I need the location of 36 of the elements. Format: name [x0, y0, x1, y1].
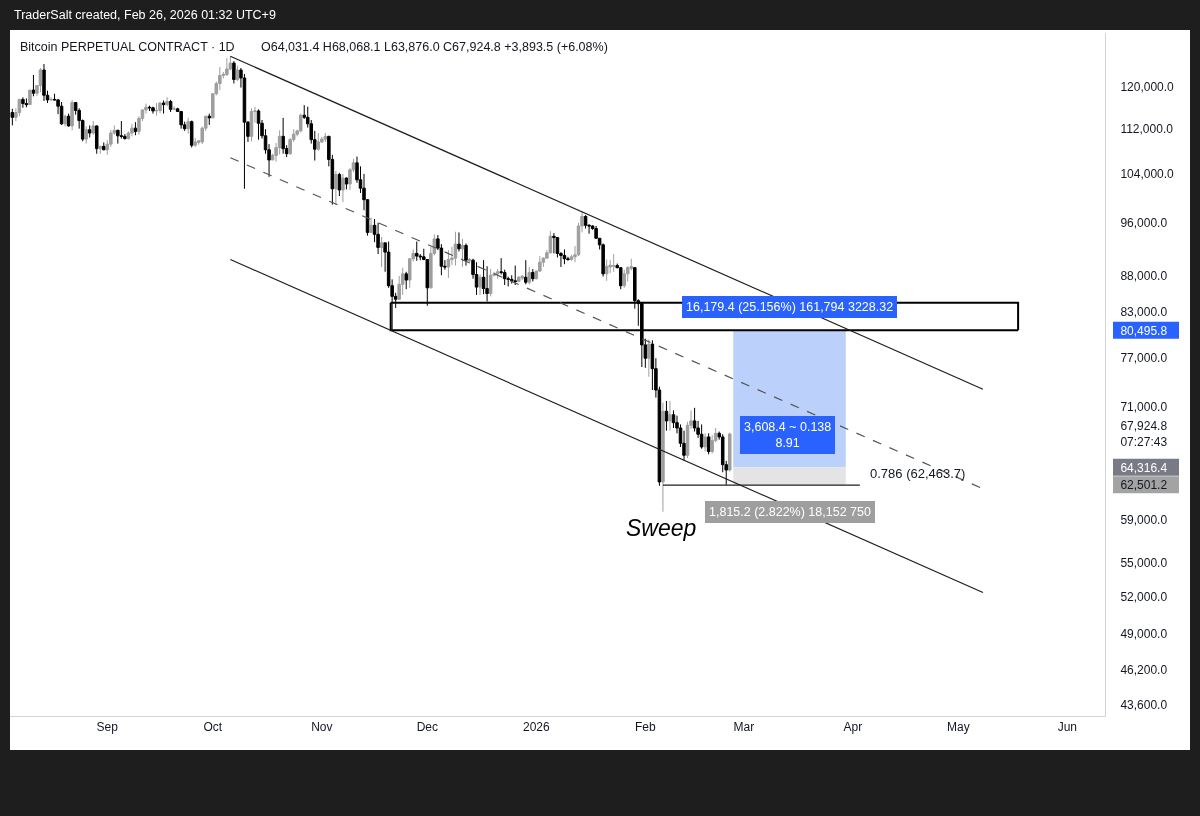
annotation: Sweep	[626, 515, 697, 541]
y-tick-label: 67,924.8 07:27:43	[1120, 419, 1168, 450]
x-tick-label: Jun	[1057, 720, 1078, 735]
y-tick-label: 64,316.4	[1120, 460, 1168, 475]
y-tick-label: 46,200.0	[1120, 662, 1168, 677]
y-tick-label: 104,000.0	[1120, 167, 1175, 182]
text: O64,031.4 H68,068.1 L63,876.0 C67,924.8 +3,893.5 (+6.08%)	[261, 40, 608, 54]
x-tick-label: Apr	[843, 720, 863, 735]
y-tick-label: 49,000.0	[1120, 626, 1168, 641]
y-tick-label: 52,000.0	[1120, 590, 1168, 605]
x-tick-label: May	[946, 720, 970, 735]
y-tick-label: 71,000.0	[1120, 400, 1168, 415]
y-tick-label: 88,000.0	[1120, 269, 1168, 284]
text: Bitcoin PERPETUAL CONTRACT · 1D	[20, 40, 235, 55]
annotation: 16,179.4 (25.156%) 161,794 3228.32	[686, 300, 894, 314]
y-tick-label: 77,000.0	[1120, 350, 1168, 365]
x-tick-label: Oct	[203, 720, 223, 735]
annotation: 3,608.4 ~ 0.138 8.91	[744, 420, 832, 451]
x-tick-label: Mar	[733, 720, 755, 735]
y-tick-label: 96,000.0	[1120, 215, 1168, 230]
y-tick-label: 43,600.0	[1120, 697, 1168, 712]
x-tick-label: 2026	[522, 720, 550, 735]
y-tick-label: 83,000.0	[1120, 304, 1168, 319]
y-tick-label: 112,000.0	[1120, 121, 1174, 136]
x-tick-label: Nov	[311, 720, 333, 735]
y-tick-label: 120,000.0	[1120, 79, 1175, 94]
x-tick-label: Sep	[96, 720, 119, 735]
annotation: 0.786 (62,463.7)	[870, 466, 966, 481]
y-tick-label: 62,501.2	[1120, 478, 1168, 493]
annotation: 1,815.2 (2.822%) 18,152 750	[709, 505, 871, 519]
y-tick-label: 80,495.8	[1120, 323, 1168, 338]
x-tick-label: Dec	[416, 720, 438, 735]
x-tick-label: Feb	[635, 720, 656, 735]
y-tick-label: 59,000.0	[1120, 513, 1168, 528]
text: TraderSalt created, Feb 26, 2026 01:32 UTC+9	[14, 8, 276, 22]
y-tick-label: 55,000.0	[1120, 556, 1168, 571]
